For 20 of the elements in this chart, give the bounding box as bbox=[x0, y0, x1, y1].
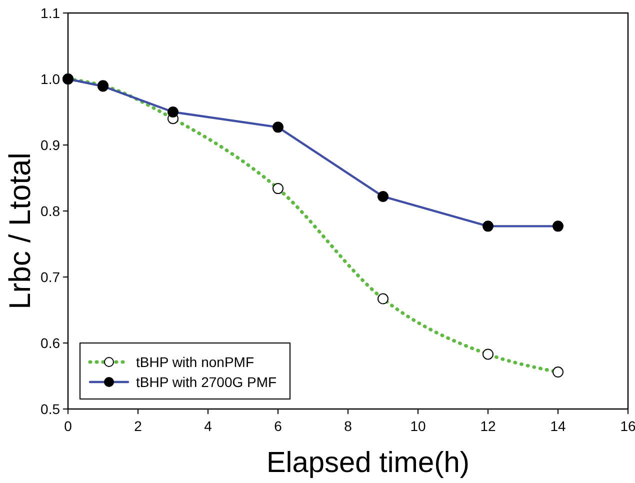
y-tick-label: 0.8 bbox=[40, 203, 60, 219]
x-tick-label: 8 bbox=[344, 418, 352, 434]
x-axis-title: Elapsed time(h) bbox=[266, 447, 470, 479]
x-tick-label: 12 bbox=[480, 418, 496, 434]
x-tick-label: 4 bbox=[204, 418, 212, 434]
x-tick-label: 10 bbox=[410, 418, 426, 434]
y-tick-label: 0.6 bbox=[40, 335, 60, 351]
x-tick-label: 14 bbox=[550, 418, 566, 434]
y-tick-label: 0.7 bbox=[40, 269, 60, 285]
x-tick-label: 16 bbox=[620, 418, 635, 434]
y-tick-label: 0.9 bbox=[40, 137, 60, 153]
y-tick-label: 0.5 bbox=[40, 401, 60, 417]
x-tick-label: 0 bbox=[64, 418, 72, 434]
y-axis-title: Lrbc / Ltotal bbox=[4, 152, 37, 310]
legend-label: tBHP with 2700G PMF bbox=[136, 374, 277, 390]
x-tick-label: 6 bbox=[274, 418, 282, 434]
y-tick-label: 1.0 bbox=[40, 71, 60, 87]
y-tick-label: 1.1 bbox=[40, 5, 60, 21]
legend-label: tBHP with nonPMF bbox=[136, 354, 254, 370]
x-tick-label: 2 bbox=[134, 418, 142, 434]
